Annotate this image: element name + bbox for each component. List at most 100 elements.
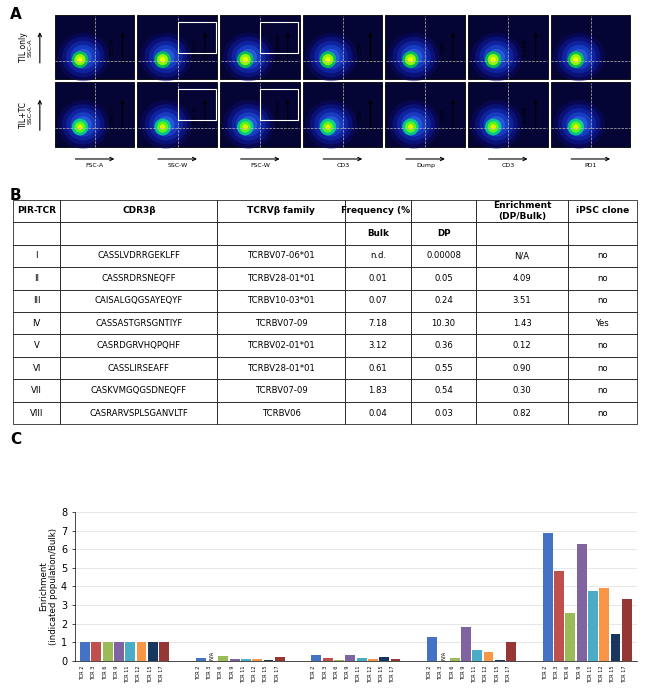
Text: TCR 2: TCR 2: [543, 665, 547, 680]
Ellipse shape: [492, 53, 500, 61]
Ellipse shape: [485, 118, 501, 136]
Bar: [551, 15, 630, 80]
Ellipse shape: [231, 108, 266, 140]
Text: Live/dead: Live/dead: [275, 100, 280, 130]
Text: SSC-H: SSC-H: [110, 38, 115, 57]
Ellipse shape: [325, 57, 331, 62]
Text: SSC-A: SSC-A: [27, 38, 32, 57]
Ellipse shape: [149, 41, 183, 73]
Ellipse shape: [66, 108, 100, 140]
Ellipse shape: [236, 45, 261, 69]
Bar: [468, 15, 547, 80]
Ellipse shape: [75, 116, 92, 132]
Ellipse shape: [567, 51, 584, 68]
Ellipse shape: [318, 112, 344, 136]
Bar: [461, 627, 471, 661]
Ellipse shape: [242, 57, 248, 62]
Text: N/A: N/A: [441, 650, 446, 660]
Text: TCR 9: TCR 9: [114, 665, 119, 680]
Bar: [599, 588, 609, 661]
Ellipse shape: [562, 108, 596, 140]
Ellipse shape: [231, 41, 266, 73]
Bar: [566, 613, 575, 661]
Text: TCR 9: TCR 9: [345, 665, 350, 680]
Ellipse shape: [70, 112, 96, 136]
Bar: [468, 82, 547, 147]
Text: TCR 2: TCR 2: [196, 665, 201, 680]
Bar: [357, 658, 367, 661]
Text: TCR 15: TCR 15: [263, 665, 268, 683]
Bar: [622, 599, 632, 661]
Ellipse shape: [480, 108, 514, 140]
Ellipse shape: [488, 54, 499, 65]
Text: TCR 17: TCR 17: [391, 665, 395, 683]
Ellipse shape: [77, 125, 83, 130]
Text: TIL only: TIL only: [19, 33, 28, 62]
Bar: [495, 659, 505, 661]
Text: FSC-H: FSC-H: [192, 38, 198, 57]
Text: TCR 17: TCR 17: [622, 665, 627, 683]
Ellipse shape: [77, 57, 83, 62]
Ellipse shape: [140, 33, 192, 81]
Bar: [137, 15, 217, 80]
Y-axis label: Enrichment
(indicated population/Bulk): Enrichment (indicated population/Bulk): [39, 528, 58, 645]
Ellipse shape: [327, 120, 335, 129]
Ellipse shape: [318, 45, 344, 69]
Text: TCR 9: TCR 9: [461, 665, 466, 680]
Ellipse shape: [571, 116, 588, 132]
Text: TCR 12: TCR 12: [484, 665, 489, 683]
Ellipse shape: [484, 112, 510, 136]
Bar: [177, 22, 216, 53]
Text: CD4: CD4: [358, 41, 363, 54]
Ellipse shape: [562, 41, 596, 73]
Text: TCR 2: TCR 2: [427, 665, 432, 680]
Bar: [114, 642, 124, 661]
Ellipse shape: [306, 100, 357, 149]
Text: 4-1BB: 4-1BB: [523, 38, 528, 57]
Ellipse shape: [410, 53, 418, 61]
Ellipse shape: [140, 100, 192, 149]
Ellipse shape: [554, 100, 604, 149]
Ellipse shape: [396, 108, 431, 140]
Ellipse shape: [475, 104, 518, 145]
Ellipse shape: [62, 37, 105, 78]
Ellipse shape: [310, 104, 352, 145]
Ellipse shape: [480, 41, 514, 73]
Bar: [137, 82, 217, 147]
Text: TCR 15: TCR 15: [379, 665, 384, 683]
Bar: [551, 82, 630, 147]
Ellipse shape: [155, 51, 171, 68]
Ellipse shape: [227, 37, 270, 78]
Text: TCR 11: TCR 11: [588, 665, 593, 683]
Text: PD1: PD1: [584, 163, 597, 168]
Bar: [311, 655, 321, 661]
Text: SSC-W: SSC-W: [168, 163, 188, 168]
Bar: [252, 659, 262, 661]
Text: TCR 15: TCR 15: [610, 665, 616, 683]
Ellipse shape: [401, 112, 426, 136]
Text: B: B: [10, 188, 21, 203]
Text: TCR 6: TCR 6: [450, 665, 454, 680]
Bar: [472, 650, 482, 661]
Ellipse shape: [388, 33, 439, 81]
Ellipse shape: [471, 33, 522, 81]
Text: CD8: CD8: [441, 109, 445, 122]
Bar: [263, 659, 274, 661]
Ellipse shape: [393, 37, 436, 78]
Text: TCR 2: TCR 2: [80, 665, 85, 680]
Ellipse shape: [223, 100, 274, 149]
Text: SSC-A: SSC-A: [27, 106, 32, 124]
Bar: [345, 655, 355, 661]
Text: TCR 3: TCR 3: [91, 665, 96, 680]
Ellipse shape: [244, 120, 253, 129]
Text: TCR 2: TCR 2: [311, 665, 317, 680]
Bar: [577, 544, 586, 661]
Bar: [55, 82, 135, 147]
Ellipse shape: [408, 57, 413, 62]
Ellipse shape: [240, 49, 257, 65]
Ellipse shape: [157, 49, 174, 65]
Ellipse shape: [314, 108, 348, 140]
Bar: [303, 82, 382, 147]
Ellipse shape: [396, 41, 431, 73]
Bar: [260, 89, 298, 120]
